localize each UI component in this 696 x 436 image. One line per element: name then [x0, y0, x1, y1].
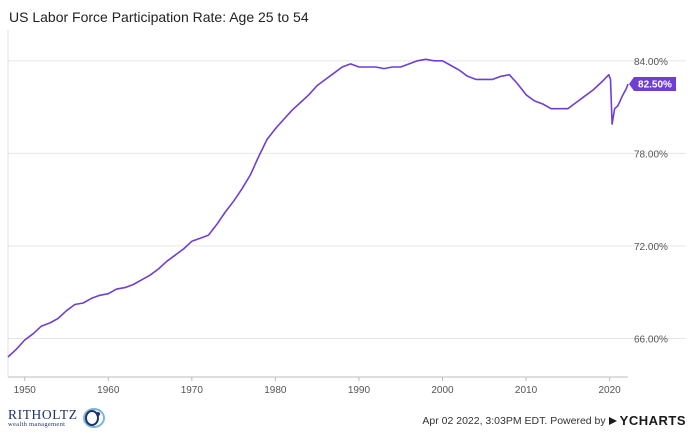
source-text: Apr 02 2022, 3:03PM EDT. Powered by: [422, 414, 606, 427]
chart-title: US Labor Force Participation Rate: Age 2…: [9, 9, 309, 25]
x-tick-label: 1990: [348, 385, 371, 396]
y-tick-label: 84.00%: [634, 57, 668, 68]
source-attribution: Apr 02 2022, 3:03PM EDT. Powered by YCHA…: [422, 413, 686, 428]
brand-emblem-icon: [82, 408, 105, 428]
x-tick-label: 2020: [598, 385, 621, 396]
brand-tagline: wealth management: [8, 421, 66, 428]
y-tick-label: 72.00%: [634, 242, 668, 253]
x-tick-label: 2010: [515, 385, 538, 396]
last-value-badge: 82.50%: [629, 76, 676, 91]
ritholtz-logo: RITHOLTZ wealth management: [8, 406, 107, 430]
y-axis-labels: 66.00% 72.00% 78.00% 84.00%: [634, 57, 668, 346]
x-tick-label: 1970: [181, 385, 204, 396]
gridlines: [8, 60, 686, 339]
ycharts-arrow-icon: [608, 416, 617, 425]
brand-name: RITHOLTZ: [8, 406, 78, 422]
ycharts-logo: YCHARTS: [619, 413, 686, 428]
last-value-badge-shape: [629, 76, 676, 91]
y-tick-label: 78.00%: [634, 149, 668, 160]
series-line-labor-participation[interactable]: [7, 58, 629, 358]
x-tick-label: 1950: [14, 385, 37, 396]
y-tick-label: 66.00%: [634, 334, 668, 345]
x-tick-label: 1980: [264, 385, 287, 396]
x-axis-labels: 1950 1960 1970 1980 1990 2000 2010 2020: [14, 377, 621, 396]
last-value-badge-text: 82.50%: [638, 79, 672, 90]
x-tick-label: 2000: [431, 385, 454, 396]
x-tick-label: 1960: [97, 385, 120, 396]
